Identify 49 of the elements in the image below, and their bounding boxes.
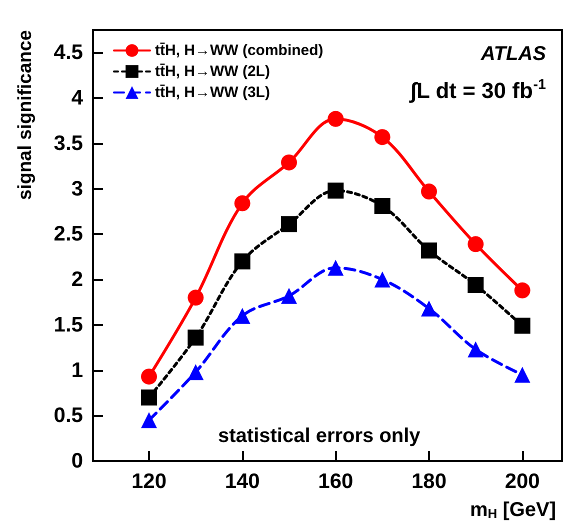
point (374, 272, 390, 288)
x-tick-label: 120 (131, 470, 167, 493)
point (188, 330, 204, 346)
point (281, 288, 297, 304)
y-tick-label: 0 (71, 450, 83, 472)
y-tick-label: 2.5 (54, 222, 84, 246)
y-tick-label: 1.5 (54, 313, 84, 336)
legend-label: tt̄H, H→WW (3L) (155, 84, 270, 101)
y-tick-label: 4.5 (54, 41, 84, 64)
y-tick-label: 3.5 (54, 132, 84, 155)
y-axis-title: signal significance (15, 30, 36, 200)
point (141, 412, 157, 428)
point (188, 290, 204, 306)
y-tick-label: 4 (71, 86, 84, 110)
point (328, 260, 344, 276)
point (281, 216, 297, 232)
x-tick-label: 160 (318, 470, 354, 493)
point (468, 341, 484, 358)
point (374, 198, 390, 214)
annotation: ATLAS (480, 43, 547, 65)
point (514, 282, 530, 298)
point (234, 195, 250, 212)
annotation: statistical errors only (218, 425, 422, 447)
point (328, 110, 344, 127)
point (281, 154, 297, 170)
y-tick-label: 3 (71, 177, 83, 200)
y-tick-label: 2 (71, 268, 83, 292)
legend-label: tt̄H, H→WW (combined) (155, 42, 324, 59)
point (421, 242, 437, 258)
point (468, 276, 484, 293)
point (141, 389, 157, 406)
point (374, 129, 390, 146)
point (421, 300, 437, 317)
y-tick-label: 0.5 (54, 404, 84, 428)
point (514, 366, 530, 383)
x-axis-title: mH [GeV] (470, 499, 556, 521)
point (188, 364, 204, 380)
x-tick-label: 200 (504, 470, 540, 493)
point (514, 318, 530, 334)
legend-label: tt̄H, H→WW (2L) (155, 63, 270, 80)
point (141, 368, 157, 385)
x-tick-label: 180 (411, 470, 447, 493)
point (468, 236, 484, 252)
point (234, 308, 250, 324)
point (328, 182, 344, 199)
x-tick-label: 140 (224, 470, 260, 493)
point (234, 253, 250, 270)
y-tick-label: 1 (71, 358, 84, 382)
point (421, 184, 437, 200)
